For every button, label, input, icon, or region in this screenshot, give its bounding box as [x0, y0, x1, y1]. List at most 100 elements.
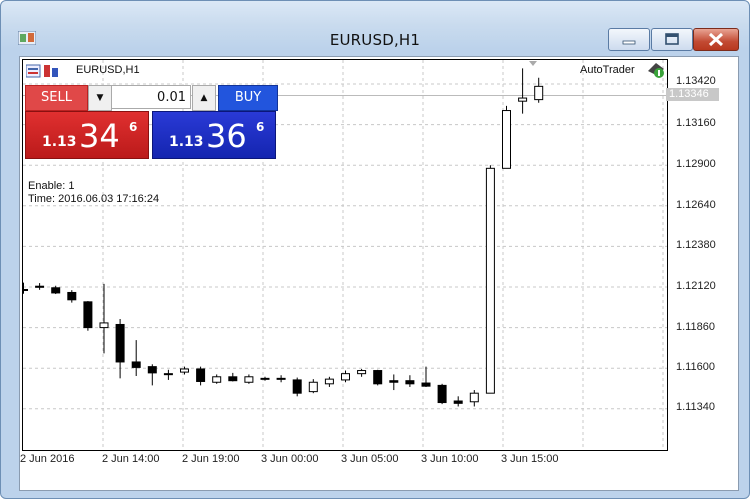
- price-axis[interactable]: 1.13420 1.13160 1.12900 1.12640 1.12380 …: [668, 57, 738, 490]
- expert-icon[interactable]: [646, 61, 666, 79]
- candle: [83, 301, 93, 331]
- lot-decrease-button[interactable]: ▼: [88, 85, 112, 111]
- triangle-up-icon: ▲: [200, 93, 208, 103]
- candle: [405, 375, 415, 387]
- x-tick-label: 2 Jun 14:00: [102, 453, 160, 465]
- candle-body-bull: [357, 370, 367, 375]
- candle: [469, 390, 479, 407]
- sell-price-button[interactable]: 1.13 34 6: [25, 111, 149, 159]
- buy-price-prefix: 1.13: [169, 134, 204, 150]
- shift-marker-icon[interactable]: [529, 61, 537, 66]
- candle-body-bull: [244, 376, 254, 383]
- y-tick-label: 1.12640: [676, 199, 716, 211]
- candlestick-chart: [23, 60, 667, 450]
- candle-body-bull: [534, 85, 544, 101]
- minimize-button[interactable]: [608, 28, 650, 51]
- x-tick-label: 3 Jun 00:00: [261, 453, 319, 465]
- x-tick-label: 3 Jun 15:00: [501, 453, 559, 465]
- candle: [244, 374, 254, 384]
- candle-body-bull: [518, 97, 528, 102]
- y-tick-label: 1.13420: [676, 75, 716, 87]
- lot-increase-button[interactable]: ▲: [192, 85, 216, 111]
- chart-area[interactable]: 1.13420 1.13160 1.12900 1.12640 1.12380 …: [19, 56, 739, 491]
- candle-body-bull: [180, 368, 189, 373]
- candle: [180, 366, 189, 375]
- candle-body-bull: [308, 381, 318, 393]
- maximize-button[interactable]: [651, 28, 693, 51]
- expert-label: AutoTrader: [580, 64, 635, 76]
- candle-body-bull: [341, 373, 350, 381]
- candle: [502, 105, 511, 169]
- candle: [373, 369, 383, 386]
- candle-body-bear: [373, 370, 383, 385]
- info-enable: Enable: 1: [28, 180, 75, 192]
- candle-body-bull: [276, 377, 286, 380]
- buy-price-main: 36: [206, 117, 247, 155]
- candle: [421, 366, 431, 387]
- candle: [212, 374, 222, 384]
- candle: [163, 369, 173, 380]
- candle-body-bear: [131, 361, 141, 368]
- x-tick-label: 2 Jun 2016: [20, 453, 75, 465]
- close-icon: [708, 32, 724, 47]
- candle-body-bull: [23, 288, 28, 291]
- current-price-tag: 1.13346: [666, 88, 719, 101]
- x-tick-label: 2 Jun 19:00: [182, 453, 240, 465]
- lot-size-input[interactable]: 0.01: [111, 85, 191, 109]
- triangle-down-icon: ▼: [96, 93, 104, 103]
- candle-body-bull: [212, 376, 222, 383]
- buy-button[interactable]: BUY: [218, 85, 278, 111]
- candle: [67, 290, 77, 303]
- candle: [276, 375, 286, 383]
- title-bar[interactable]: EURUSD,H1: [1, 1, 749, 51]
- candle-body-bull: [324, 378, 334, 385]
- x-tick-label: 3 Jun 10:00: [421, 453, 479, 465]
- candle-body-bear: [389, 380, 399, 383]
- candle-body-bull: [163, 373, 173, 376]
- chart-symbol-label: EURUSD,H1: [76, 64, 140, 76]
- chart-symbol-icon: [26, 64, 58, 78]
- candle-body-bull: [99, 322, 109, 329]
- buy-price-button[interactable]: 1.13 36 6: [152, 111, 276, 159]
- candle-body-bear: [453, 400, 463, 404]
- maximize-icon: [665, 33, 679, 45]
- candle-body-bear: [228, 376, 238, 382]
- window-title: EURUSD,H1: [329, 31, 421, 49]
- candle: [51, 285, 61, 295]
- candle-body-bear: [67, 291, 77, 301]
- sell-price-pip: 6: [129, 120, 138, 134]
- candle: [357, 368, 367, 377]
- candle: [131, 340, 141, 377]
- sell-button[interactable]: SELL: [25, 85, 88, 111]
- candle-body-bear: [405, 380, 415, 385]
- candle: [147, 364, 157, 386]
- candle: [228, 372, 238, 382]
- candle-body-bear: [421, 382, 431, 387]
- candle: [534, 77, 544, 103]
- candle: [485, 165, 495, 394]
- minimize-icon: [622, 40, 636, 45]
- y-tick-label: 1.11860: [676, 321, 715, 333]
- sell-price-main: 34: [79, 117, 120, 155]
- candle: [23, 282, 28, 294]
- y-tick-label: 1.12120: [676, 280, 716, 292]
- candle-body-bear: [35, 285, 45, 288]
- candle-body-bull: [502, 110, 511, 169]
- y-tick-label: 1.11600: [676, 361, 715, 373]
- candle: [453, 396, 463, 407]
- info-time: Time: 2016.06.03 17:16:24: [28, 193, 160, 205]
- candle-body-bull: [469, 392, 479, 403]
- candle: [324, 376, 334, 387]
- y-tick-label: 1.12900: [676, 158, 716, 170]
- y-tick-label: 1.13160: [676, 117, 716, 129]
- candle: [518, 68, 528, 114]
- candle-body-bull: [485, 167, 495, 394]
- candle: [308, 379, 318, 394]
- candle: [292, 377, 302, 397]
- candle-body-bear: [147, 366, 157, 374]
- sell-price-prefix: 1.13: [42, 134, 77, 150]
- candle-body-bear: [196, 368, 206, 382]
- close-button[interactable]: [693, 28, 739, 51]
- buy-price-pip: 6: [256, 120, 265, 134]
